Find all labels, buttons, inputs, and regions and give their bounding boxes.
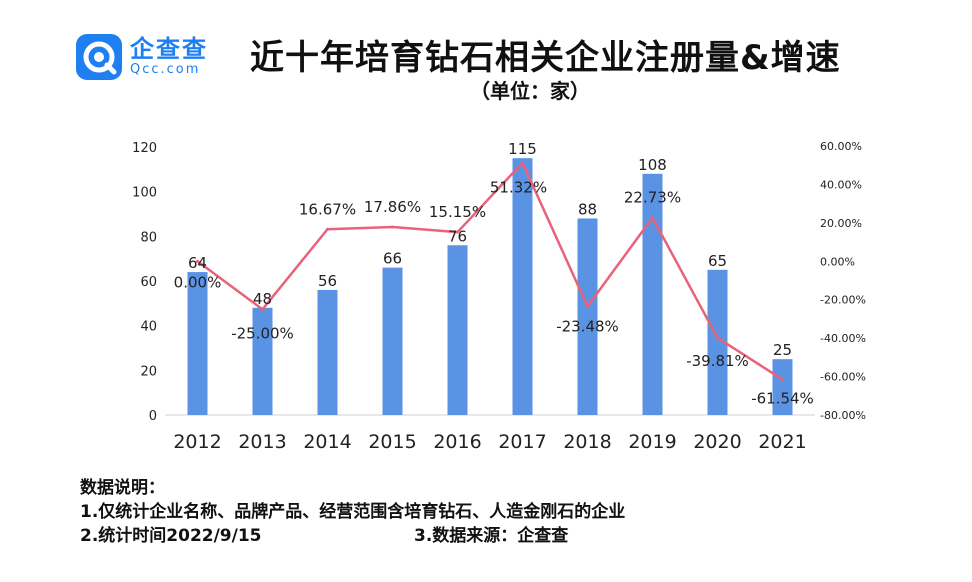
growth-value-label: -25.00%	[231, 324, 294, 342]
y-right-tick-label: 60.00%	[820, 140, 862, 153]
logo-domain: Qcc.com	[130, 62, 201, 77]
y-left-tick-label: 0	[149, 409, 157, 424]
growth-point	[196, 259, 199, 263]
bar-value-label: 48	[253, 290, 272, 308]
growth-point	[651, 216, 654, 220]
chart-title: 近十年培育钻石相关企业注册量&增速	[250, 38, 841, 78]
bar-value-label: 56	[318, 272, 337, 290]
bar-value-label: 64	[188, 254, 207, 272]
growth-point	[781, 378, 784, 382]
growth-value-label: 15.15%	[429, 203, 486, 221]
combo-chart: 0 20 40 60 80 100 120 -80.00% -60.00% -40.00% -20.…	[132, 140, 866, 453]
growth-point	[456, 230, 459, 234]
growth-line	[196, 161, 784, 381]
growth-point	[261, 307, 264, 311]
bar	[382, 267, 403, 415]
x-tick-label: 2020	[693, 431, 741, 453]
y-left-tick-label: 20	[140, 364, 157, 379]
bar	[252, 307, 273, 415]
bar	[187, 272, 208, 415]
x-tick-label: 2017	[498, 431, 546, 453]
x-tick-label: 2012	[173, 431, 221, 453]
bar	[642, 173, 663, 415]
bar	[772, 359, 793, 415]
logo-chinese-name: 企查查	[130, 35, 208, 63]
y-right-tick-label: 0.00%	[820, 255, 855, 268]
x-tick-label: 2016	[433, 431, 481, 453]
bar-value-label: 65	[708, 252, 727, 270]
y-left-tick-label: 80	[140, 230, 157, 245]
qcc-logo-icon	[76, 34, 122, 80]
y-right-tick-label: 20.00%	[820, 217, 862, 230]
y-right-tick-label: 40.00%	[820, 178, 862, 191]
x-tick-label: 2013	[238, 431, 286, 453]
growth-value-label: -39.81%	[686, 352, 749, 370]
growth-point	[521, 161, 524, 165]
y-right-tick-label: -80.00%	[820, 409, 866, 422]
x-tick-label: 2019	[628, 431, 676, 453]
growth-value-label: -61.54%	[751, 390, 814, 408]
bar-value-label: 25	[773, 341, 792, 359]
notes-heading: 数据说明：	[80, 478, 165, 498]
bar-value-label: 76	[448, 227, 467, 245]
bar	[447, 245, 468, 415]
bar	[577, 218, 598, 415]
bar	[512, 158, 533, 415]
notes-line-3: 3.数据来源：企查查	[414, 526, 569, 546]
notes-line-1: 1.仅统计企业名称、品牌产品、经营范围含培育钻石、人造金刚石的企业	[80, 502, 626, 522]
qcc-logo: 企查查 Qcc.com	[76, 34, 208, 80]
bar-value-label: 108	[638, 156, 667, 174]
bar-value-label: 88	[578, 200, 597, 218]
growth-point	[391, 225, 394, 229]
data-notes: 数据说明： 1.仅统计企业名称、品牌产品、经营范围含培育钻石、人造金刚石的企业 …	[80, 476, 625, 548]
growth-value-label: -23.48%	[556, 317, 619, 335]
bar	[317, 289, 338, 415]
bar-value-label: 66	[383, 250, 402, 268]
y-right-tick-label: -60.00%	[820, 371, 866, 384]
growth-value-label: 22.73%	[624, 189, 681, 207]
x-tick-label: 2014	[303, 431, 351, 453]
notes-line-2: 2.统计时间2022/9/15	[80, 526, 262, 546]
growth-value-label: 17.86%	[364, 198, 421, 216]
y-left-tick-label: 120	[132, 141, 157, 156]
growth-point	[326, 227, 329, 231]
x-tick-label: 2018	[563, 431, 611, 453]
x-tick-label: 2015	[368, 431, 416, 453]
growth-value-label: 0.00%	[174, 273, 222, 291]
y-left-tick-label: 60	[140, 275, 157, 290]
bar-value-label: 115	[508, 140, 537, 158]
growth-value-label: 51.32%	[490, 179, 547, 197]
y-right-tick-label: -40.00%	[820, 332, 866, 345]
growth-point	[586, 304, 589, 308]
bar	[707, 269, 728, 415]
y-right-tick-label: -20.00%	[820, 294, 866, 307]
x-tick-label: 2021	[758, 431, 806, 453]
y-left-tick-label: 100	[132, 186, 157, 201]
growth-value-label: 16.67%	[299, 200, 356, 218]
growth-point	[716, 336, 719, 340]
chart-unit: （单位：家）	[470, 79, 590, 103]
y-left-tick-label: 40	[140, 320, 157, 335]
